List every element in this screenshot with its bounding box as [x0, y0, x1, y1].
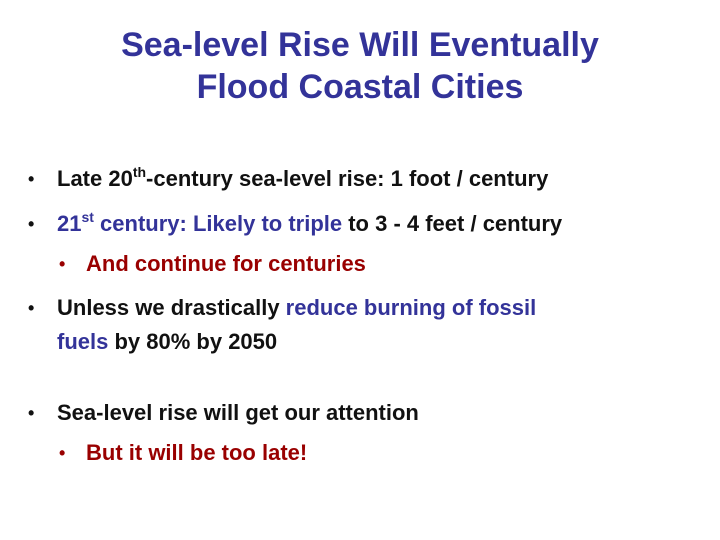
bullet-4: Sea-level rise will get our attention — [57, 400, 419, 425]
bullet-2-dot: • — [28, 214, 35, 234]
bullet-3-text-pre: Unless we drastically — [57, 295, 286, 320]
bullet-2-sub: And continue for centuries — [86, 251, 366, 276]
bullet-2-sub-dot: • — [59, 254, 66, 274]
bullet-4-dot: • — [28, 403, 35, 423]
bullet-2-text-pre: 21 — [57, 211, 82, 236]
bullet-1-dot: • — [28, 169, 35, 189]
bullet-2-superscript: st — [81, 209, 94, 225]
bullet-3-emphasis-2: fuels — [57, 329, 109, 354]
bullet-3-dot: • — [28, 298, 35, 318]
bullet-2: 21st century: Likely to triple to 3 - 4 … — [57, 209, 562, 239]
bullet-1-text-post: -century sea-level rise: 1 foot / centur… — [146, 166, 549, 191]
bullet-3-text-post: by 80% by 2050 — [108, 329, 278, 354]
bullet-1-superscript: th — [132, 164, 147, 180]
slide-title-line-1: Sea-level Rise Will Eventually — [121, 26, 599, 64]
bullet-1-text-pre: Late 20 — [57, 166, 133, 191]
bullet-2-text-post: to 3 - 4 feet / century — [342, 211, 563, 236]
slide-title-line-2: Flood Coastal Cities — [196, 68, 524, 106]
bullet-3-line-1: Unless we drastically reduce burning of … — [57, 293, 536, 323]
bullet-4-sub: But it will be too late! — [86, 440, 308, 465]
bullet-1: Late 20th-century sea-level rise: 1 foot… — [57, 164, 548, 194]
bullet-3-line-2: fuels by 80% by 2050 — [57, 327, 277, 357]
bullet-4-sub-dot: • — [59, 443, 66, 463]
slide-title: Sea-level Rise Will Eventually Flood Coa… — [0, 24, 720, 108]
bullet-2-emphasis: century: Likely to triple — [93, 211, 343, 236]
bullet-3-emphasis-1: reduce burning of fossil — [285, 295, 537, 320]
